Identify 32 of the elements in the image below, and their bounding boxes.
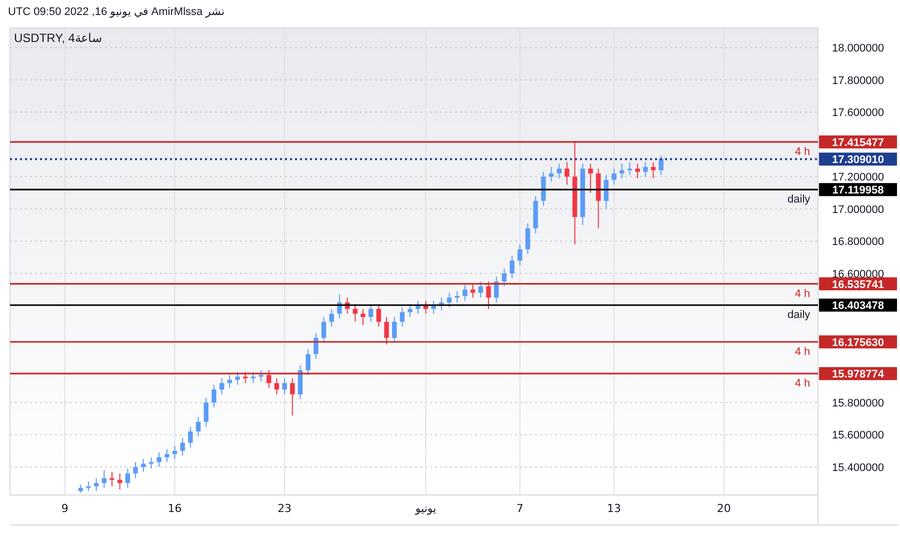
y-tick-label: 15.800000: [832, 397, 884, 410]
y-tick-label: 16.600000: [832, 268, 884, 280]
ref-line-label: 16.175630: [832, 336, 884, 349]
annotation: daily: [788, 194, 811, 206]
x-tick-label: 7: [516, 502, 524, 515]
ref-line-label: 15.978774: [832, 368, 885, 381]
annotation: 4 h: [794, 146, 810, 158]
ref-line-label: 17.309010: [832, 154, 884, 166]
ref-line-label: 17.415477: [832, 136, 884, 149]
y-tick-label: 17.000000: [832, 204, 884, 216]
annotation: 4 h: [794, 288, 810, 300]
y-tick-label: 15.600000: [832, 430, 884, 442]
annotation: daily: [788, 309, 811, 322]
y-tick-label: 16.800000: [832, 236, 884, 248]
text: نشر AmirMlssa في يونيو 16, 2022 09:50 UTC: [8, 5, 225, 18]
y-tick-label: 17.200000: [832, 172, 884, 184]
ref-line-label: 16.535741: [832, 278, 884, 291]
x-tick-label: 20: [716, 502, 731, 515]
x-tick-label: 16: [168, 502, 182, 515]
chart-title: USDTRY, 4ساعة: [14, 31, 102, 45]
x-tick-label: يونيو: [414, 502, 436, 515]
y-tick-label: 17.800000: [832, 74, 884, 87]
x-tick-label: 9: [61, 502, 68, 515]
x-tick-label: 23: [278, 502, 292, 515]
y-tick-label: 17.600000: [832, 107, 884, 120]
ref-line-label: 16.403478: [832, 300, 884, 312]
ref-line-label: 17.119958: [832, 184, 884, 197]
y-tick-label: 18.000000: [832, 42, 884, 55]
annotation: 4 h: [794, 346, 810, 358]
annotation: 4 h: [794, 378, 810, 390]
x-tick-label: 13: [607, 502, 622, 515]
y-tick-label: 15.400000: [832, 462, 884, 474]
